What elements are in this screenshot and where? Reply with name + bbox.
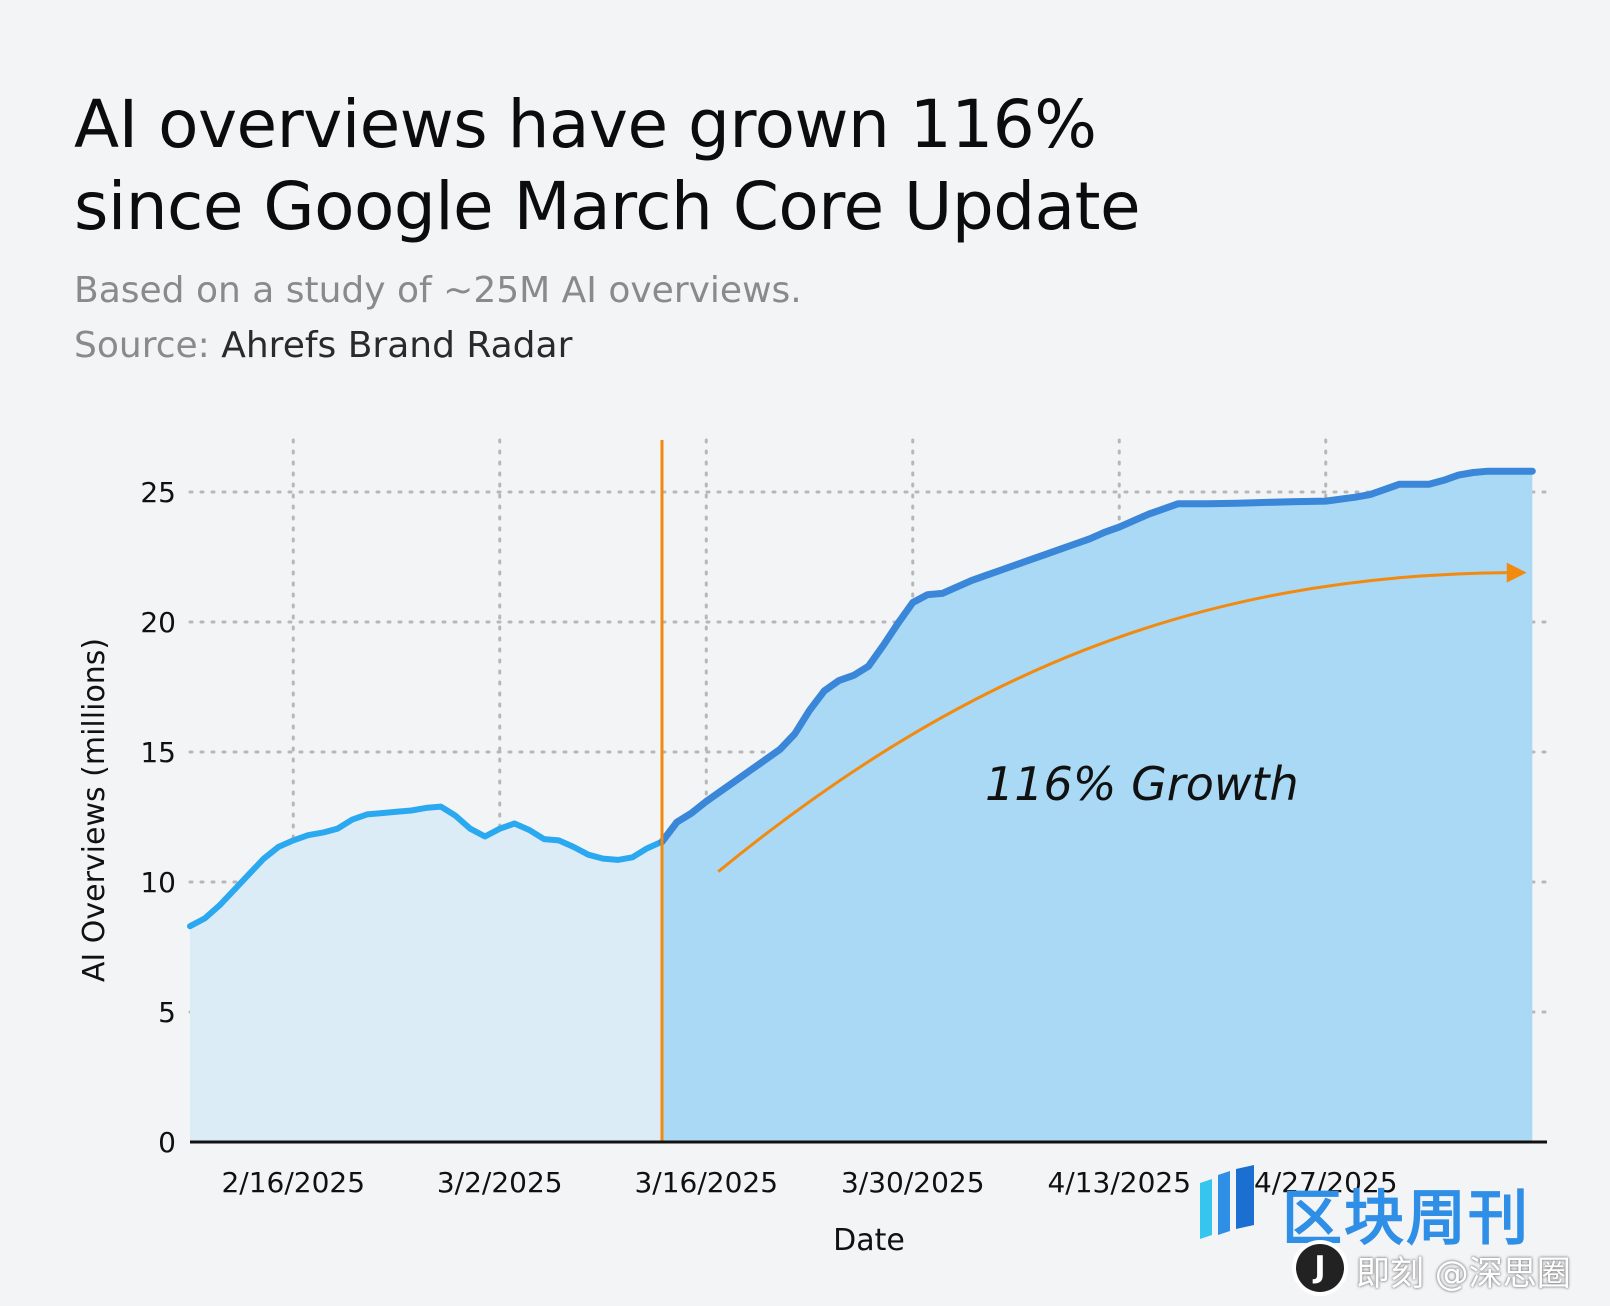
- annotation-layer: 116% Growth: [717, 562, 1527, 873]
- chart-source: Source: Ahrefs Brand Radar: [74, 325, 572, 366]
- series-1-area: [190, 806, 662, 1142]
- chart-title-line-1: AI overviews have grown 116%: [74, 86, 1097, 163]
- series-2-area: [662, 471, 1533, 1142]
- x-tick-label: 3/2/2025: [437, 1166, 563, 1199]
- chart-subtitle: Based on a study of ~25M AI overviews.: [74, 270, 802, 311]
- y-axis-label: AI Overviews (millions): [77, 638, 112, 982]
- y-tick-label: 15: [140, 736, 176, 769]
- source-name: Ahrefs Brand Radar: [221, 325, 573, 366]
- watermark-brand: 区块周刊: [1282, 1184, 1530, 1254]
- x-tick-label: 4/13/2025: [1047, 1166, 1191, 1199]
- series-2-line: [658, 467, 1536, 846]
- x-axis-label: Date: [833, 1223, 905, 1258]
- y-tick-label: 25: [140, 476, 176, 509]
- watermark-logo-icon: [1200, 1165, 1254, 1239]
- growth-annotation: 116% Growth: [985, 757, 1299, 811]
- x-tick-label: 2/16/2025: [221, 1166, 365, 1199]
- series-1-line: [187, 803, 665, 930]
- chart-title: AI overviews have grown 116% since Googl…: [74, 84, 1374, 248]
- y-tick-label: 0: [158, 1126, 176, 1159]
- x-tick-label: 3/30/2025: [841, 1166, 985, 1199]
- chart-title-line-2: since Google March Core Update: [74, 168, 1141, 245]
- growth-arrow: [717, 571, 1509, 873]
- y-tick-label: 10: [140, 866, 176, 899]
- growth-arrow-head-icon: [1506, 562, 1527, 583]
- axis-layer: 0 5 10 15 20 25 2/16/2025 3/2/2025 3/16/2025 3/30…: [140, 476, 1547, 1199]
- source-label: Source:: [74, 325, 210, 366]
- y-tick-label: 5: [158, 996, 176, 1029]
- y-tick-label: 20: [140, 606, 176, 639]
- x-tick-label: 3/16/2025: [634, 1166, 778, 1199]
- x-tick-label: 4/27/2025: [1254, 1166, 1398, 1199]
- watermark-author: 即刻 @深思圈: [1356, 1254, 1571, 1294]
- watermark-badge-icon: J: [1296, 1244, 1344, 1292]
- area-layer: [187, 440, 1536, 1142]
